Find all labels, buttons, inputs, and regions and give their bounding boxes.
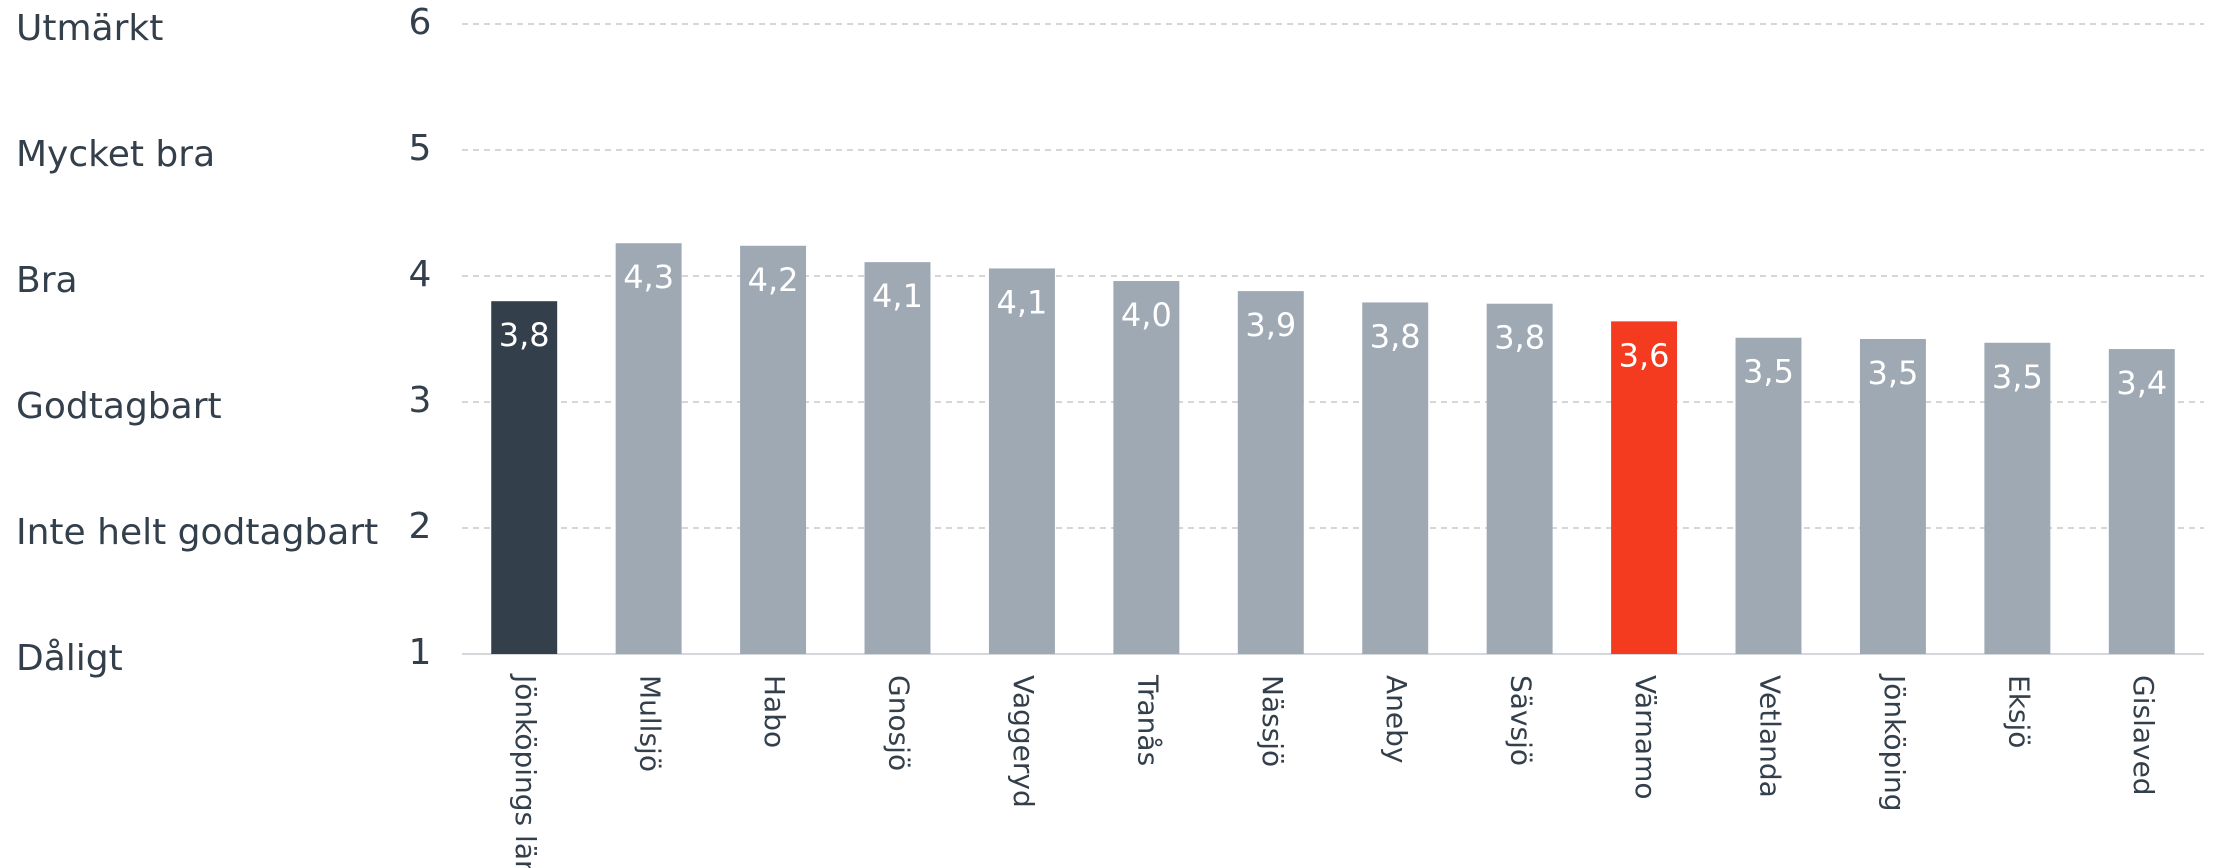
x-tick-label: Eksjö: [2002, 675, 2035, 748]
x-tick-label: Nässjö: [1256, 675, 1289, 767]
value-label: 4,1: [996, 283, 1047, 321]
y-tick-description: Mycket bra: [16, 134, 215, 175]
y-tick-label: 5: [409, 128, 432, 169]
x-tick-label: Jönköpings län: [509, 673, 542, 868]
bar: [1735, 337, 1802, 654]
value-label: 3,5: [1992, 358, 2043, 396]
y-tick-description: Godtagbart: [16, 386, 222, 427]
y-tick-description: Inte helt godtagbart: [16, 512, 378, 553]
value-label: 3,9: [1245, 306, 1296, 344]
bar: [1486, 303, 1553, 654]
x-tick-label: Habo: [758, 675, 791, 748]
value-label: 3,8: [499, 316, 550, 354]
y-tick-description: Utmärkt: [16, 8, 163, 49]
y-tick-label: 2: [409, 506, 432, 547]
x-tick-label: Tranås: [1131, 674, 1164, 766]
y-tick-label: 4: [409, 254, 432, 295]
bar: [491, 301, 558, 654]
x-tick-label: Gnosjö: [883, 675, 916, 771]
bar: [1113, 281, 1180, 654]
value-label: 4,3: [623, 258, 674, 296]
y-tick-description: Bra: [16, 260, 78, 301]
y-tick-label: 3: [409, 380, 432, 421]
x-tick-label: Värnamo: [1629, 675, 1662, 799]
value-label: 3,8: [1494, 319, 1545, 357]
value-label: 3,5: [1743, 353, 1794, 391]
bar: [864, 262, 931, 654]
value-label: 3,6: [1619, 336, 1670, 374]
value-label: 3,5: [1867, 354, 1918, 392]
bar: [2108, 349, 2175, 654]
y-tick-label: 1: [409, 632, 432, 673]
bar: [740, 245, 807, 654]
x-tick-label: Mullsjö: [634, 675, 667, 772]
x-tick-label: Gislaved: [2127, 675, 2160, 796]
x-tick-label: Vetlanda: [1754, 675, 1787, 798]
bar: [1984, 342, 2051, 654]
bar: [1362, 302, 1429, 654]
bar: [1859, 339, 1926, 654]
value-label: 4,2: [748, 261, 799, 299]
value-label: 4,0: [1121, 296, 1172, 334]
y-tick-label: 6: [409, 2, 432, 43]
x-tick-label: Jönköping: [1878, 673, 1911, 812]
x-tick-label: Vaggeryd: [1007, 675, 1040, 808]
y-tick-description: Dåligt: [16, 638, 123, 679]
x-tick-label: Sävsjö: [1505, 675, 1538, 766]
bar: [1237, 291, 1304, 654]
value-label: 3,8: [1370, 317, 1421, 355]
x-tick-label: Aneby: [1380, 675, 1413, 763]
value-label: 4,1: [872, 277, 923, 315]
value-label: 3,4: [2116, 364, 2167, 402]
bar: [988, 268, 1055, 654]
bar: [1611, 321, 1678, 654]
bar: [615, 243, 682, 655]
